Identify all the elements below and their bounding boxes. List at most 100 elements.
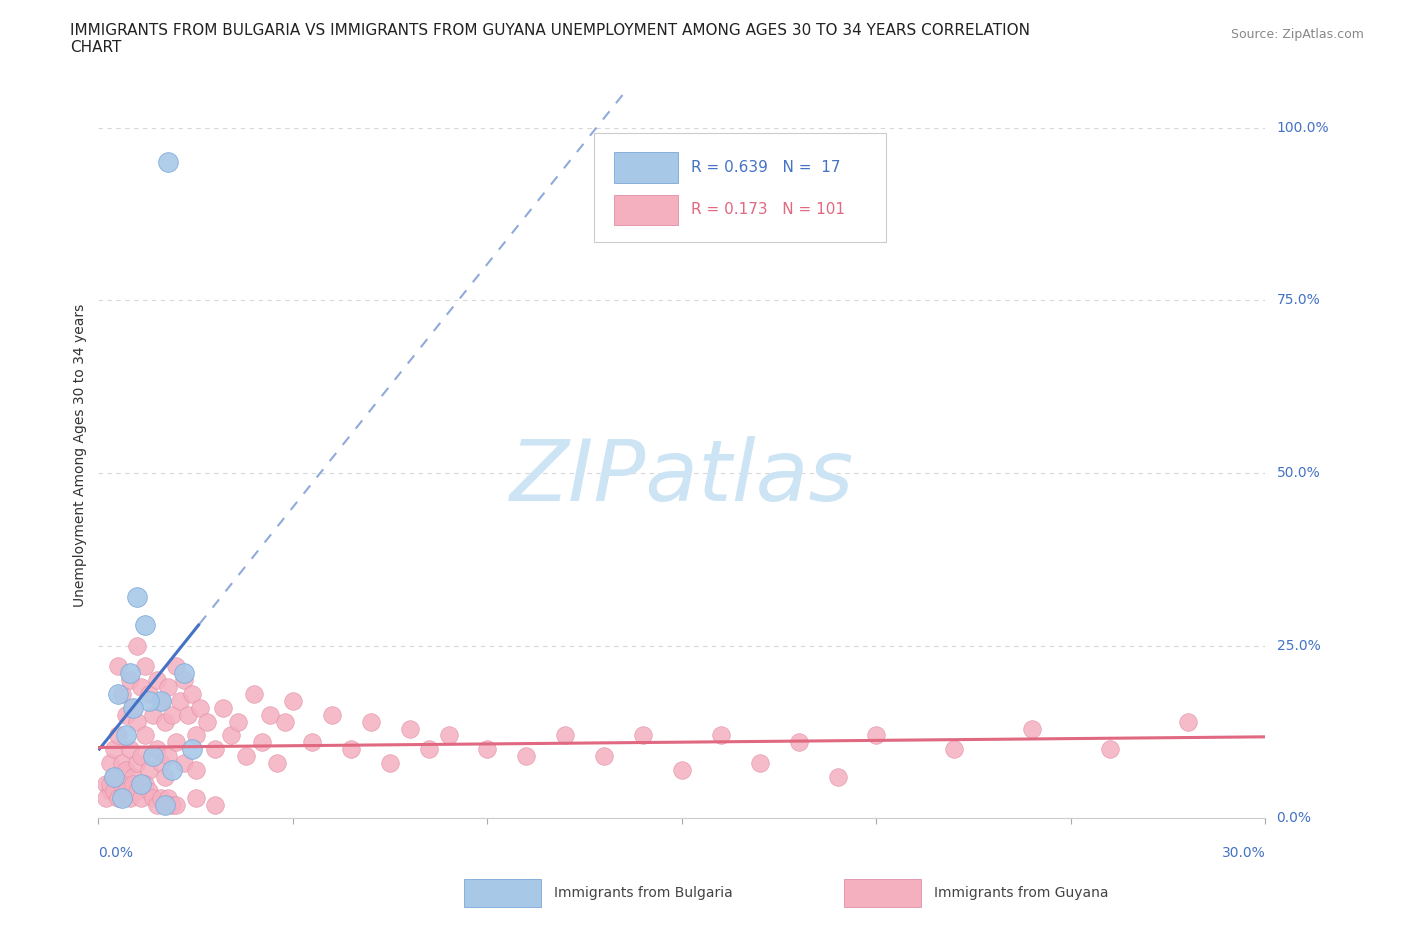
- Point: [98, 777, 121, 791]
- Text: 75.0%: 75.0%: [1277, 293, 1320, 307]
- Point: [259, 708, 281, 723]
- Point: [827, 769, 849, 784]
- Point: [153, 797, 176, 812]
- Point: [204, 742, 226, 757]
- Point: [180, 686, 202, 701]
- Point: [340, 742, 363, 757]
- Point: [138, 783, 160, 798]
- Point: [127, 714, 149, 729]
- Point: [184, 790, 207, 805]
- Point: [250, 735, 273, 750]
- Point: [195, 714, 218, 729]
- Point: [177, 708, 200, 723]
- Point: [114, 728, 136, 743]
- Text: 50.0%: 50.0%: [1277, 466, 1320, 480]
- Point: [138, 763, 160, 777]
- Point: [114, 708, 136, 723]
- Point: [157, 749, 180, 764]
- Point: [943, 742, 966, 757]
- Point: [118, 666, 141, 681]
- Point: [142, 708, 165, 723]
- Text: 25.0%: 25.0%: [1277, 639, 1320, 653]
- Point: [360, 714, 382, 729]
- Point: [103, 783, 125, 798]
- FancyBboxPatch shape: [614, 153, 679, 183]
- Text: 0.0%: 0.0%: [1277, 811, 1312, 826]
- Text: R = 0.639   N =  17: R = 0.639 N = 17: [692, 160, 841, 175]
- Text: Immigrants from Bulgaria: Immigrants from Bulgaria: [554, 885, 733, 900]
- Point: [188, 700, 211, 715]
- Point: [149, 790, 172, 805]
- Point: [98, 756, 121, 771]
- Point: [127, 590, 149, 604]
- Point: [118, 790, 141, 805]
- Point: [127, 783, 149, 798]
- Point: [173, 666, 195, 681]
- Point: [138, 694, 160, 709]
- Text: 0.0%: 0.0%: [98, 846, 134, 860]
- Point: [127, 756, 149, 771]
- Text: CHART: CHART: [70, 40, 122, 55]
- Point: [107, 783, 129, 798]
- Point: [710, 728, 733, 743]
- Point: [184, 763, 207, 777]
- Point: [162, 797, 184, 812]
- Point: [149, 694, 172, 709]
- Point: [378, 756, 402, 771]
- Point: [146, 742, 169, 757]
- Point: [118, 742, 141, 757]
- Point: [165, 797, 187, 812]
- Point: [134, 728, 156, 743]
- Point: [865, 728, 887, 743]
- Point: [111, 790, 134, 805]
- Point: [162, 708, 184, 723]
- Point: [96, 790, 118, 805]
- Point: [122, 777, 145, 791]
- Point: [149, 694, 172, 709]
- Point: [157, 790, 180, 805]
- Point: [129, 749, 152, 764]
- Point: [515, 749, 537, 764]
- Text: 30.0%: 30.0%: [1222, 846, 1265, 860]
- Point: [169, 694, 191, 709]
- Point: [107, 728, 129, 743]
- Point: [127, 638, 149, 653]
- Point: [212, 700, 235, 715]
- Text: 100.0%: 100.0%: [1277, 121, 1329, 135]
- Point: [219, 728, 242, 743]
- Point: [111, 777, 134, 791]
- Point: [173, 672, 195, 687]
- Point: [122, 769, 145, 784]
- Point: [122, 700, 145, 715]
- Point: [114, 763, 136, 777]
- Point: [103, 769, 125, 784]
- Point: [1098, 742, 1121, 757]
- Point: [266, 756, 288, 771]
- Text: Source: ZipAtlas.com: Source: ZipAtlas.com: [1230, 28, 1364, 41]
- Text: ZIPatlas: ZIPatlas: [510, 436, 853, 519]
- Point: [787, 735, 810, 750]
- Point: [111, 756, 134, 771]
- Point: [153, 769, 176, 784]
- Point: [142, 749, 165, 764]
- Point: [114, 783, 136, 798]
- Point: [138, 686, 160, 701]
- Point: [162, 763, 184, 777]
- Point: [204, 797, 226, 812]
- Point: [146, 672, 169, 687]
- Point: [184, 728, 207, 743]
- Point: [134, 659, 156, 674]
- Point: [477, 742, 499, 757]
- Point: [274, 714, 297, 729]
- Text: IMMIGRANTS FROM BULGARIA VS IMMIGRANTS FROM GUYANA UNEMPLOYMENT AMONG AGES 30 TO: IMMIGRANTS FROM BULGARIA VS IMMIGRANTS F…: [70, 23, 1031, 38]
- Point: [228, 714, 250, 729]
- Point: [321, 708, 343, 723]
- FancyBboxPatch shape: [595, 133, 886, 242]
- Point: [301, 735, 323, 750]
- Point: [107, 686, 129, 701]
- Point: [157, 680, 180, 695]
- Point: [243, 686, 266, 701]
- Point: [129, 680, 152, 695]
- Point: [134, 618, 156, 632]
- Text: R = 0.173   N = 101: R = 0.173 N = 101: [692, 203, 845, 218]
